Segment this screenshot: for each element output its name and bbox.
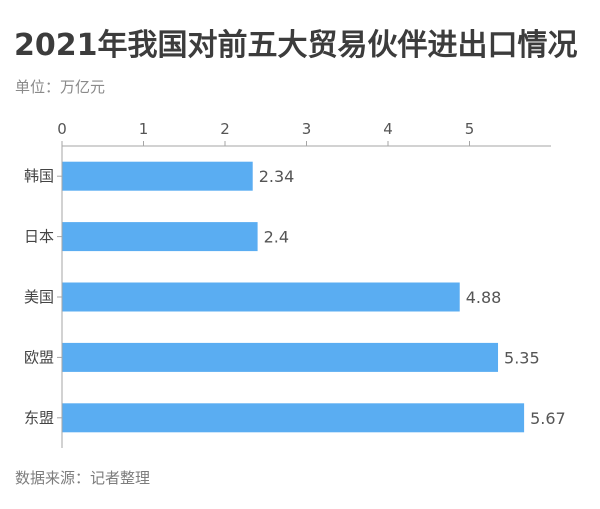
value-label: 5.67	[530, 409, 566, 428]
category-label: 东盟	[24, 409, 54, 427]
value-label: 5.35	[504, 348, 540, 367]
bar-0	[62, 161, 253, 191]
bar-3	[62, 342, 499, 372]
category-label: 日本	[24, 228, 54, 246]
value-label: 2.4	[264, 228, 289, 247]
chart-title: 2021年我国对前五大贸易伙伴进出口情况	[14, 28, 578, 63]
x-tick-label: 0	[57, 120, 67, 138]
bar-1	[62, 222, 258, 252]
x-tick-label: 1	[139, 120, 149, 138]
value-label: 4.88	[466, 288, 502, 307]
x-tick-label: 4	[383, 120, 393, 138]
bar-4	[62, 403, 525, 433]
source-note: 数据来源：记者整理	[15, 469, 151, 487]
category-label: 欧盟	[24, 348, 54, 366]
x-tick-label: 2	[220, 120, 230, 138]
unit-note: 单位：万亿元	[15, 78, 106, 96]
category-label: 美国	[24, 288, 54, 306]
x-tick-label: 3	[302, 120, 312, 138]
category-label: 韩国	[24, 167, 54, 185]
x-tick-label: 5	[465, 120, 475, 138]
bar-2	[62, 282, 460, 312]
value-label: 2.34	[259, 167, 295, 186]
